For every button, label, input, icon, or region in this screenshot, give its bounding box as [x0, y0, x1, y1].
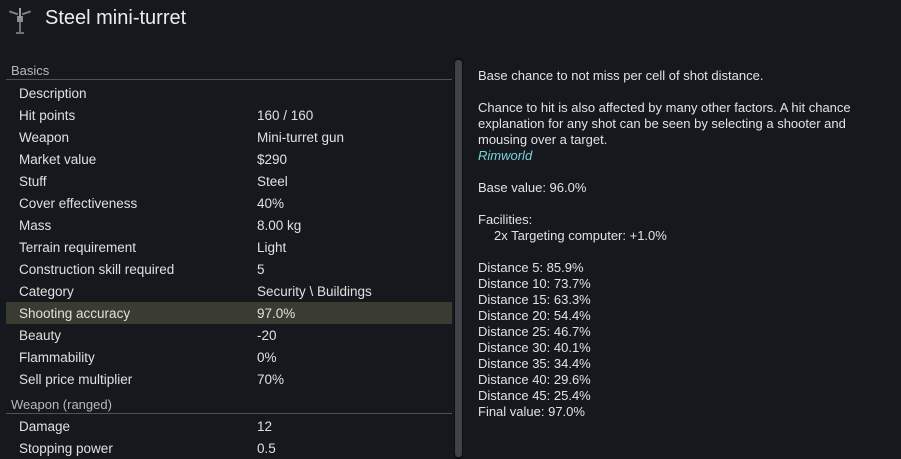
stat-value: 5 [257, 262, 265, 277]
stat-value: 0.5 [257, 441, 276, 456]
distance-line: Distance 20: 54.4% [478, 308, 591, 323]
stat-row-stuff[interactable]: Stuff Steel [0, 170, 452, 192]
stat-value: Mini-turret gun [257, 130, 345, 145]
stat-row-hit-points[interactable]: Hit points 160 / 160 [0, 104, 452, 126]
stat-row-category[interactable]: Category Security \ Buildings [0, 280, 452, 302]
stat-value: 70% [257, 372, 285, 387]
stat-label: Cover effectiveness [19, 196, 138, 211]
stat-label: Sell price multiplier [19, 372, 133, 387]
stat-explanation-panel: Base chance to not miss per cell of shot… [478, 68, 893, 420]
section-divider [6, 79, 452, 80]
stat-label: Weapon [19, 130, 70, 145]
facilities-header: Facilities: [478, 212, 533, 227]
stat-label: Hit points [19, 108, 76, 123]
distance-line: Distance 10: 73.7% [478, 276, 591, 291]
explanation-text: Chance to hit is also affected by many o… [478, 100, 851, 147]
stat-row-damage[interactable]: Damage 12 [0, 415, 452, 437]
stat-value: 97.0% [257, 306, 296, 321]
stat-row-cover-effectiveness[interactable]: Cover effectiveness 40% [0, 192, 452, 214]
stat-row-beauty[interactable]: Beauty -20 [0, 324, 452, 346]
distance-line: Distance 40: 29.6% [478, 372, 591, 387]
stat-row-flammability[interactable]: Flammability 0% [0, 346, 452, 368]
stat-row-weapon[interactable]: Weapon Mini-turret gun [0, 126, 452, 148]
scrollbar[interactable] [454, 58, 463, 459]
stat-label: Stuff [19, 174, 47, 189]
stat-row-mass[interactable]: Mass 8.00 kg [0, 214, 452, 236]
stat-row-construction-skill[interactable]: Construction skill required 5 [0, 258, 452, 280]
stat-value: 40% [257, 196, 285, 211]
stat-label: Description [19, 86, 87, 101]
stat-label: Construction skill required [19, 262, 175, 277]
distance-line: Distance 35: 34.4% [478, 356, 591, 371]
final-value: Final value: 97.0% [478, 404, 585, 419]
stat-row-market-value[interactable]: Market value $290 [0, 148, 452, 170]
stat-label: Terrain requirement [19, 240, 137, 255]
title-bar: Steel mini-turret [0, 0, 901, 44]
stats-list[interactable]: Basics Description Hit points 160 / 160 … [0, 58, 452, 459]
stat-row-terrain-requirement[interactable]: Terrain requirement Light [0, 236, 452, 258]
stat-label: Beauty [19, 328, 62, 343]
stat-label: Flammability [19, 350, 95, 365]
section-header-weapon-ranged: Weapon (ranged) [0, 392, 452, 414]
stat-label: Stopping power [19, 441, 113, 456]
stat-label: Shooting accuracy [19, 306, 131, 321]
explanation-text: Base chance to not miss per cell of shot… [478, 68, 764, 83]
stat-value: 0% [257, 350, 277, 365]
stat-value: Light [257, 240, 287, 255]
turret-icon [8, 8, 32, 34]
stat-row-sell-price-multiplier[interactable]: Sell price multiplier 70% [0, 368, 452, 390]
page-title: Steel mini-turret [45, 7, 187, 29]
facility-item: 2x Targeting computer: +1.0% [494, 228, 667, 243]
stat-label: Market value [19, 152, 97, 167]
section-header-label: Weapon (ranged) [11, 397, 112, 412]
stat-row-shooting-accuracy[interactable]: Shooting accuracy 97.0% [6, 302, 452, 324]
source-link[interactable]: Rimworld [478, 148, 533, 163]
base-value: Base value: 96.0% [478, 180, 587, 195]
stat-row-stopping-power[interactable]: Stopping power 0.5 [0, 437, 452, 459]
stat-label: Damage [19, 419, 71, 434]
stat-value: 8.00 kg [257, 218, 302, 233]
stat-label: Mass [19, 218, 52, 233]
distance-line: Distance 15: 63.3% [478, 292, 591, 307]
stat-row-description[interactable]: Description [0, 82, 452, 104]
stat-value: $290 [257, 152, 288, 167]
scrollbar-thumb[interactable] [455, 60, 462, 457]
distance-line: Distance 45: 25.4% [478, 388, 591, 403]
distance-line: Distance 5: 85.9% [478, 260, 584, 275]
stat-value: 160 / 160 [257, 108, 314, 123]
stat-value: -20 [257, 328, 277, 343]
stat-value: Steel [257, 174, 288, 189]
stat-value: 12 [257, 419, 273, 434]
distance-line: Distance 30: 40.1% [478, 340, 591, 355]
section-header-label: Basics [11, 63, 50, 78]
section-header-basics: Basics [0, 58, 452, 80]
distance-line: Distance 25: 46.7% [478, 324, 591, 339]
stat-label: Category [19, 284, 74, 299]
stat-value: Security \ Buildings [257, 284, 372, 299]
section-divider [6, 413, 452, 414]
